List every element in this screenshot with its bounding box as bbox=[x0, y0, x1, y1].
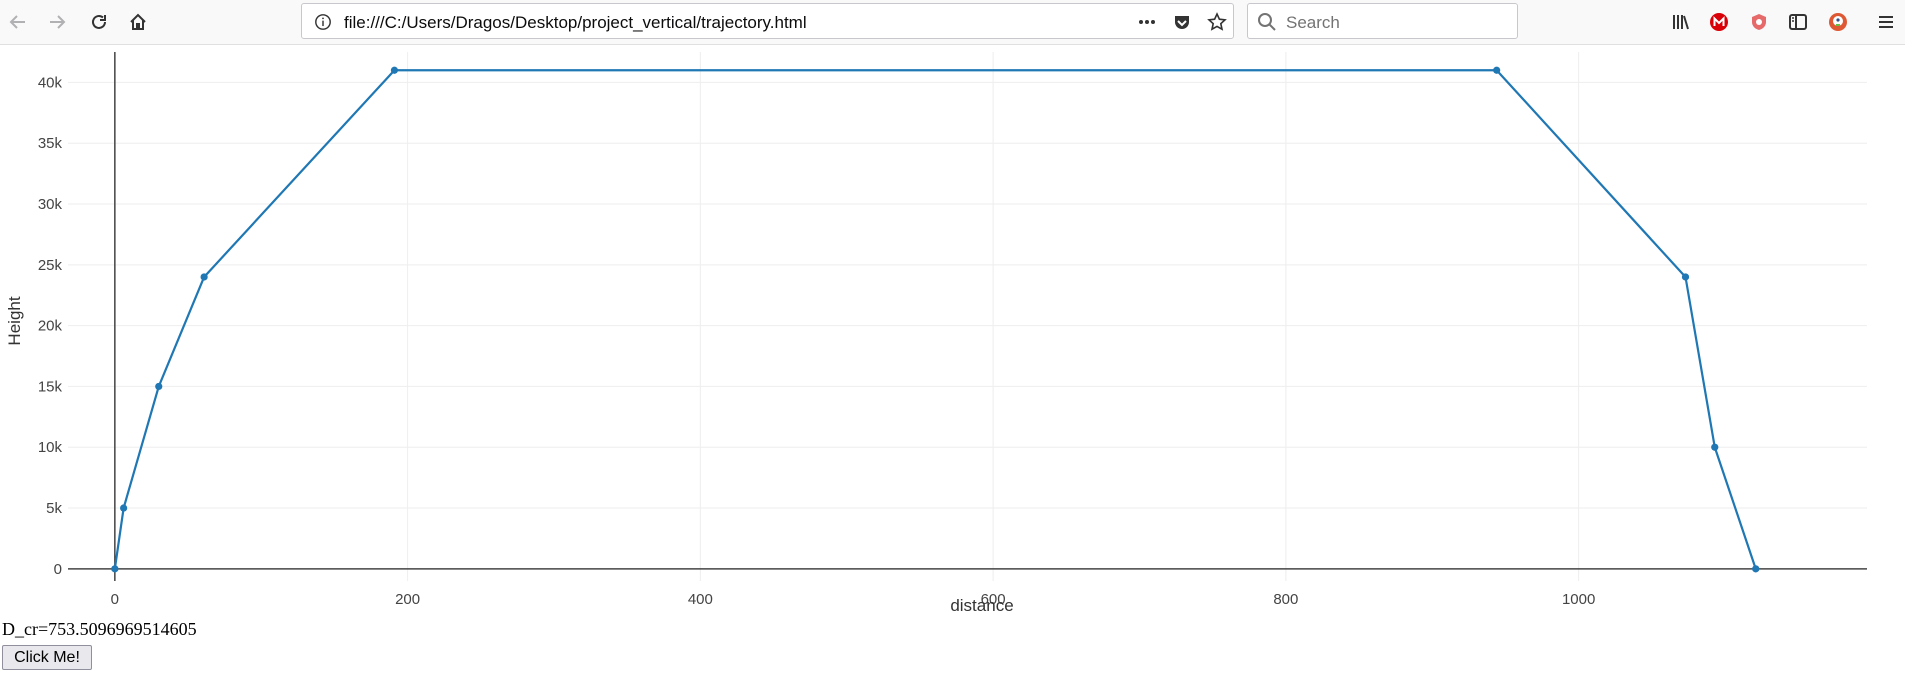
privacy-shield-icon bbox=[1752, 14, 1766, 30]
extension-mega-button[interactable] bbox=[1703, 6, 1735, 38]
y-tick-label: 10k bbox=[38, 439, 63, 456]
data-point bbox=[1711, 443, 1719, 451]
x-tick-label: 800 bbox=[1273, 591, 1298, 608]
reload-icon bbox=[92, 14, 106, 29]
click-me-button[interactable]: Click Me! bbox=[2, 645, 92, 670]
mega-extension-icon bbox=[1710, 13, 1728, 31]
sidebar-icon bbox=[1789, 14, 1807, 30]
data-point bbox=[120, 504, 128, 512]
chart-svg: 0 200 400 600 800 1000 0 5k 10k 15k 20k 25k 30k 35k 40… bbox=[5, 52, 1867, 615]
y-tick-label: 25k bbox=[38, 257, 63, 274]
data-point bbox=[111, 565, 119, 573]
y-tick-label: 30k bbox=[38, 196, 63, 213]
x-tick-label: 600 bbox=[981, 591, 1006, 608]
bookmark-star-icon[interactable] bbox=[1206, 11, 1228, 33]
x-tick-label: 0 bbox=[111, 591, 119, 608]
page-actions-icon[interactable] bbox=[1136, 11, 1158, 33]
data-point bbox=[390, 66, 399, 74]
y-tick-label: 20k bbox=[38, 318, 63, 335]
extension-duckduckgo-button[interactable] bbox=[1822, 6, 1854, 38]
x-axis-title: distance bbox=[950, 596, 1013, 615]
trajectory-line bbox=[113, 69, 1757, 570]
search-icon bbox=[1256, 11, 1278, 33]
url-bar[interactable]: file:///C:/Users/Dragos/Desktop/project_… bbox=[301, 3, 1234, 39]
browser-toolbar: file:///C:/Users/Dragos/Desktop/project_… bbox=[0, 0, 1905, 45]
home-icon bbox=[130, 13, 146, 30]
sidebar-toggle-button[interactable] bbox=[1782, 6, 1814, 38]
back-arrow-icon bbox=[9, 15, 25, 29]
extension-shield-button[interactable] bbox=[1743, 6, 1775, 38]
home-button[interactable] bbox=[122, 6, 154, 38]
x-tick-label: 1000 bbox=[1562, 591, 1595, 608]
y-tick-label: 15k bbox=[38, 378, 63, 395]
forward-button[interactable] bbox=[41, 6, 73, 38]
trajectory-chart: 0 200 400 600 800 1000 0 5k 10k 15k 20k 25k 30k 35k 40… bbox=[0, 46, 1905, 616]
x-tick-label: 400 bbox=[688, 591, 713, 608]
x-tick-label: 200 bbox=[395, 591, 420, 608]
library-icon bbox=[1673, 15, 1689, 30]
y-tick-label: 5k bbox=[46, 500, 62, 517]
pocket-icon[interactable] bbox=[1171, 11, 1193, 33]
back-button[interactable] bbox=[2, 6, 34, 38]
dcr-readout: D_cr=753.5096969514605 bbox=[2, 619, 197, 639]
data-point bbox=[1493, 66, 1501, 74]
url-text[interactable]: file:///C:/Users/Dragos/Desktop/project_… bbox=[344, 13, 807, 32]
y-tick-label: 35k bbox=[38, 135, 63, 152]
y-tick-label: 0 bbox=[54, 561, 62, 578]
forward-arrow-icon bbox=[50, 15, 66, 29]
data-point bbox=[1681, 273, 1690, 281]
y-axis-title: Height bbox=[5, 296, 24, 345]
library-button[interactable] bbox=[1665, 6, 1697, 38]
search-bar[interactable]: Search bbox=[1247, 3, 1518, 39]
site-info-icon[interactable] bbox=[312, 11, 334, 33]
reload-button[interactable] bbox=[83, 6, 115, 38]
data-point bbox=[200, 273, 208, 281]
duckduckgo-icon bbox=[1829, 13, 1847, 31]
data-point bbox=[1752, 565, 1760, 573]
y-tick-label: 40k bbox=[38, 74, 63, 91]
hamburger-menu-icon bbox=[1879, 16, 1893, 28]
data-point bbox=[155, 382, 163, 391]
search-input[interactable]: Search bbox=[1286, 13, 1340, 32]
menu-button[interactable] bbox=[1870, 6, 1902, 38]
